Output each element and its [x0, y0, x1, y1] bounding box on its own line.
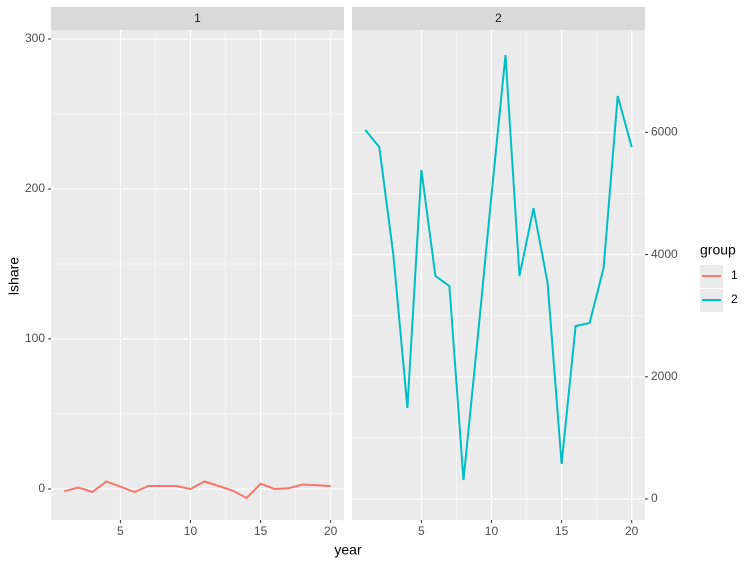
strip-label: 1	[194, 11, 201, 25]
legend-label: 1	[731, 268, 738, 282]
legend-title: group	[700, 242, 736, 258]
panel-background	[352, 30, 645, 520]
y-axis-title: lshare	[6, 257, 22, 295]
strip-background	[51, 7, 344, 30]
x-tick-label: 15	[254, 524, 268, 538]
y-tick-label: 6000	[651, 125, 678, 139]
line	[64, 480, 331, 500]
line	[364, 55, 633, 481]
x-tick-label: 5	[117, 524, 124, 538]
strip-label: 2	[495, 11, 502, 25]
legend-label: 2	[731, 292, 738, 306]
x-tick-label: 5	[418, 524, 425, 538]
y-tick-label: 200	[25, 181, 45, 195]
x-tick-label: 10	[485, 524, 499, 538]
x-axis-title: year	[334, 542, 362, 558]
x-tick-label: 10	[184, 524, 198, 538]
x-tick-label: 20	[324, 524, 338, 538]
strip-background	[352, 7, 645, 30]
panel-background	[51, 30, 344, 520]
y-tick-label: 0	[38, 481, 45, 495]
y-tick-label: 0	[651, 491, 658, 505]
y-tick-label: 100	[25, 331, 45, 345]
y-tick-label: 2000	[651, 369, 678, 383]
y-tick-label: 4000	[651, 247, 678, 261]
x-tick-label: 20	[625, 524, 639, 538]
x-tick-label: 15	[555, 524, 569, 538]
y-tick-label: 300	[25, 31, 45, 45]
